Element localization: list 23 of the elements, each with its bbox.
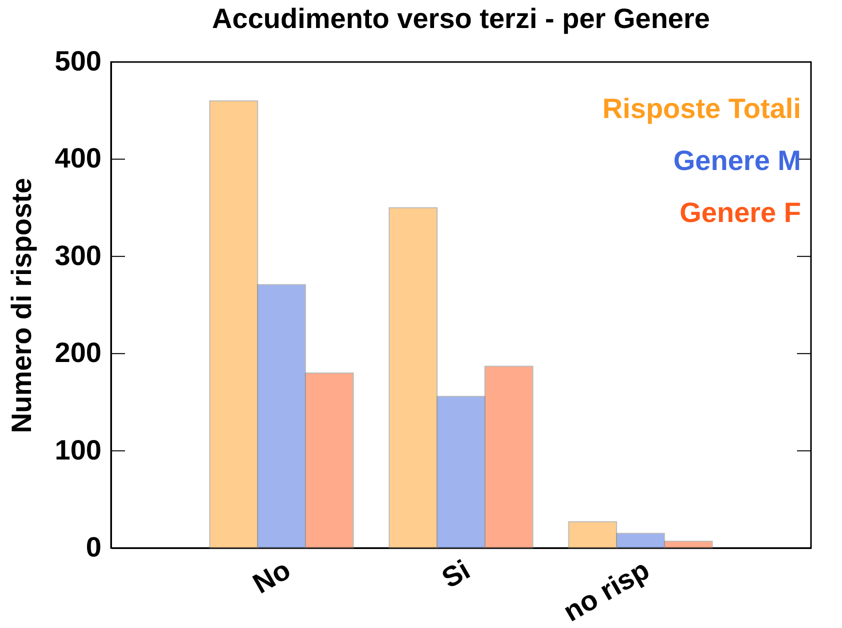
y-tick-label: 100: [54, 434, 102, 466]
y-tick-label: 0: [86, 532, 102, 562]
bar: [616, 532, 665, 548]
bar: [568, 521, 618, 548]
bar: [388, 207, 438, 548]
bar: [484, 366, 534, 548]
x-tick-label: no risp: [558, 554, 654, 628]
text: Genere F: [680, 197, 801, 228]
y-tick-label: 200: [54, 337, 102, 368]
text: Risposte Totali: [602, 93, 801, 124]
text: Genere M: [673, 145, 801, 176]
y-tick-label: 300: [54, 240, 102, 271]
bar: [664, 540, 713, 548]
bar: [304, 372, 354, 548]
bar: [436, 396, 486, 548]
chart-title: Accudimento verso terzi - per Genere: [212, 3, 710, 34]
x-tick-label: Si: [436, 554, 475, 594]
y-tick-label: 400: [54, 142, 102, 174]
x-tick-label: No: [248, 554, 296, 600]
y-tick-label: 500: [54, 46, 102, 76]
bar: [209, 100, 258, 548]
bar: [257, 284, 306, 548]
y-axis-title: Numero di risposte: [6, 178, 37, 434]
